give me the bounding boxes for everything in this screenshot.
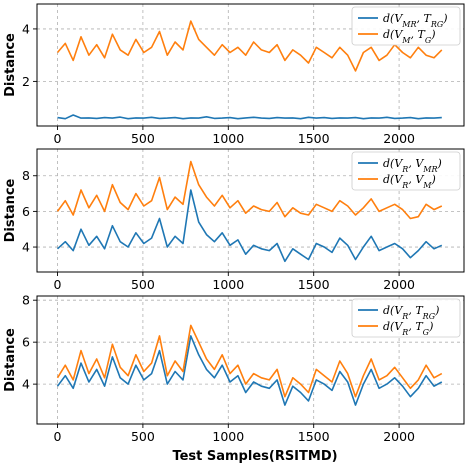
legend: d(VMR, TRG)d(VM, TG) (351, 6, 461, 46)
x-tick-label: 1500 (298, 429, 330, 444)
y-tick-label: 4 (22, 240, 30, 255)
legend-box (351, 151, 461, 191)
y-axis-label: Distance (3, 33, 18, 97)
chart-panel-1: 0 500 1000 1500 2000 2 4 Distance d(VMR, TRG)d(V… (3, 3, 465, 146)
legend-label: d(VR, VMR) (383, 157, 442, 174)
legend-label: d(VR, TG) (383, 320, 433, 337)
legend-label: d(VR, TRG) (383, 304, 439, 321)
series-line-2 (56, 20, 443, 72)
y-tick-label: 2 (22, 74, 30, 89)
x-tick-label: 2000 (383, 429, 415, 444)
x-tick-label: 500 (131, 277, 155, 292)
x-tick-label: 500 (131, 429, 155, 444)
chart-panel-3: 0 500 1000 1500 2000 4 6 8 Distance d(VR, TRG)d(V… (3, 293, 465, 444)
x-tick-label: 0 (54, 429, 62, 444)
y-tick-label: 6 (22, 204, 30, 219)
x-tick-label: 0 (54, 131, 62, 146)
legend-label: d(VM, TG) (383, 28, 436, 45)
series-line-1 (56, 189, 443, 263)
series-line-1 (56, 335, 443, 406)
x-tick-label: 1500 (298, 277, 330, 292)
x-tick-label: 1000 (212, 131, 244, 146)
legend-label: d(VR, VM) (383, 173, 436, 190)
legend-box (351, 298, 461, 338)
y-tick-label: 4 (22, 21, 30, 36)
legend: d(VR, TRG)d(VR, TG) (351, 298, 461, 338)
legend-box (351, 6, 461, 46)
y-tick-label: 4 (22, 377, 30, 392)
x-tick-label: 0 (54, 277, 62, 292)
y-axis-label: Distance (3, 178, 18, 242)
axes-frame (36, 3, 465, 127)
axes-frame (36, 295, 465, 425)
x-tick-label: 2000 (383, 131, 415, 146)
y-axis-label: Distance (3, 328, 18, 392)
y-tick-label: 6 (22, 335, 30, 350)
x-axis-label: Test Samples(RSITMD) (172, 449, 337, 464)
x-tick-label: 1000 (212, 277, 244, 292)
legend: d(VR, VMR)d(VR, VM) (351, 151, 461, 191)
legend-label: d(VMR, TRG) (383, 12, 448, 29)
x-tick-label: 500 (131, 131, 155, 146)
axes-frame (36, 148, 465, 273)
y-tick-label: 8 (22, 293, 30, 308)
series-line-1 (57, 114, 442, 120)
x-tick-label: 1500 (298, 131, 330, 146)
chart-panel-2: 0 500 1000 1500 2000 4 6 8 Distance d(VR, VMR)d(V… (3, 148, 465, 292)
x-tick-label: 1000 (212, 429, 244, 444)
series-line-2 (56, 324, 443, 398)
x-tick-label: 2000 (383, 277, 415, 292)
y-tick-label: 8 (22, 168, 30, 183)
series-line-2 (56, 160, 443, 220)
